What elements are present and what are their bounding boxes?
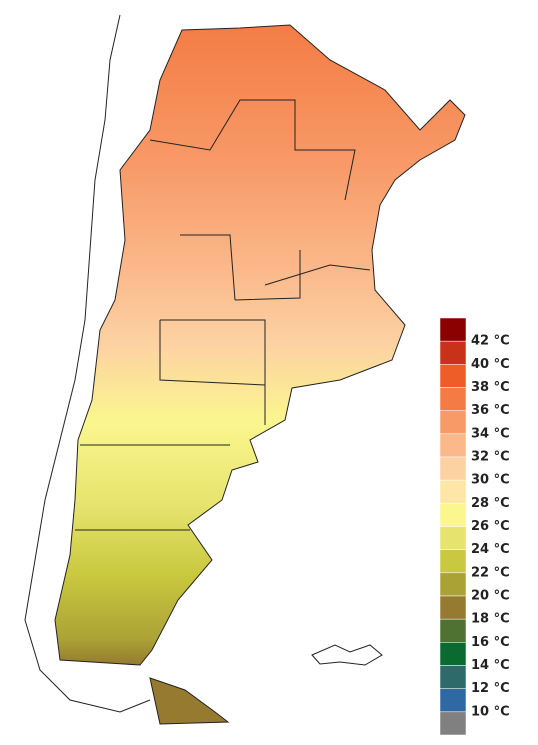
legend-swatch	[439, 526, 467, 550]
legend-label: 32 °C	[471, 450, 510, 465]
legend-label: 38 °C	[471, 380, 510, 395]
legend-swatch	[439, 711, 467, 736]
legend-label: 12 °C	[471, 681, 510, 696]
province-borders	[75, 99, 371, 531]
legend: 42 °C 40 °C 38 °C 36 °C 34 °C 32 °C 30 °C 28 °C…	[439, 317, 510, 736]
legend-swatch	[439, 433, 467, 458]
legend-label: 34 °C	[471, 426, 510, 441]
legend-swatch	[439, 387, 467, 411]
malvinas	[311, 644, 383, 666]
legend-swatch	[439, 364, 467, 388]
legend-label: 18 °C	[471, 612, 510, 627]
legend-label: 40 °C	[471, 357, 510, 372]
legend-label: 28 °C	[471, 496, 510, 511]
legend-label: 16 °C	[471, 635, 510, 650]
legend-swatch	[439, 410, 467, 435]
legend-swatch	[439, 572, 467, 597]
legend-label: 42 °C	[471, 334, 510, 349]
legend-label: 22 °C	[471, 565, 510, 580]
legend-swatch	[439, 549, 467, 574]
legend-swatch	[439, 503, 467, 527]
legend-swatch	[439, 456, 467, 481]
legend-label: 20 °C	[471, 589, 510, 604]
legend-swatch	[439, 479, 467, 504]
legend-label: 24 °C	[471, 542, 510, 557]
legend-swatch	[439, 340, 467, 365]
legend-label: 10 °C	[471, 704, 510, 719]
argentina	[54, 24, 466, 666]
legend-label: 14 °C	[471, 658, 510, 673]
legend-swatch	[439, 317, 467, 342]
legend-swatch	[439, 665, 467, 689]
chile-outline	[24, 14, 151, 713]
legend-label: 26 °C	[471, 519, 510, 534]
legend-swatch	[439, 595, 467, 620]
tierra-del-fuego	[149, 677, 230, 725]
legend-swatch	[439, 688, 467, 713]
legend-label: 36 °C	[471, 403, 510, 418]
legend-swatch	[439, 618, 467, 643]
legend-swatch	[439, 642, 467, 666]
legend-label: 30 °C	[471, 473, 510, 488]
